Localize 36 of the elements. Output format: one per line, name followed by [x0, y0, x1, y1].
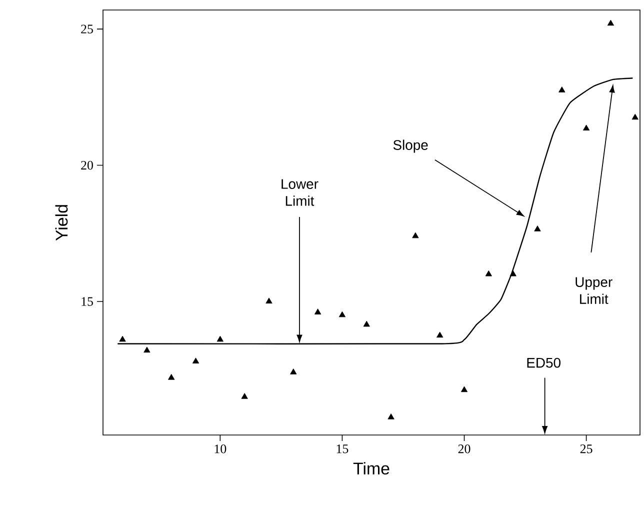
- x-tick-label: 10: [214, 444, 226, 454]
- point: [436, 332, 444, 338]
- annotation: ED50: [527, 358, 560, 368]
- point: [290, 368, 297, 374]
- annotation: Lower Limit: [282, 179, 318, 206]
- x-axis-title: Time: [353, 462, 390, 475]
- annotation: Upper Limit: [576, 277, 612, 304]
- y-tick-label: 25: [81, 24, 93, 34]
- point: [192, 358, 200, 364]
- x-tick-label: 20: [458, 444, 470, 454]
- y-axis-title: Yield: [55, 205, 68, 241]
- point: [216, 336, 224, 342]
- x-tick-label: 15: [336, 444, 348, 454]
- point: [582, 124, 590, 131]
- y-tick-label: 15: [82, 297, 93, 306]
- point: [485, 270, 492, 276]
- point: [510, 270, 516, 276]
- point: [632, 114, 638, 120]
- point: [266, 298, 272, 304]
- point: [119, 336, 126, 342]
- x-tick-label: 25: [580, 444, 592, 454]
- point: [338, 311, 346, 318]
- line-series: [117, 78, 634, 344]
- point: [460, 386, 468, 392]
- point: [241, 393, 248, 399]
- annotation: Slope: [393, 140, 428, 153]
- point: [168, 374, 175, 380]
- point: [363, 320, 370, 327]
- point: [412, 232, 419, 238]
- point: [144, 346, 150, 353]
- y-tick-label: 20: [81, 160, 93, 170]
- point: [314, 308, 322, 314]
- point: [558, 86, 566, 92]
- point: [534, 226, 541, 232]
- point: [607, 20, 614, 26]
- point: [388, 413, 394, 420]
